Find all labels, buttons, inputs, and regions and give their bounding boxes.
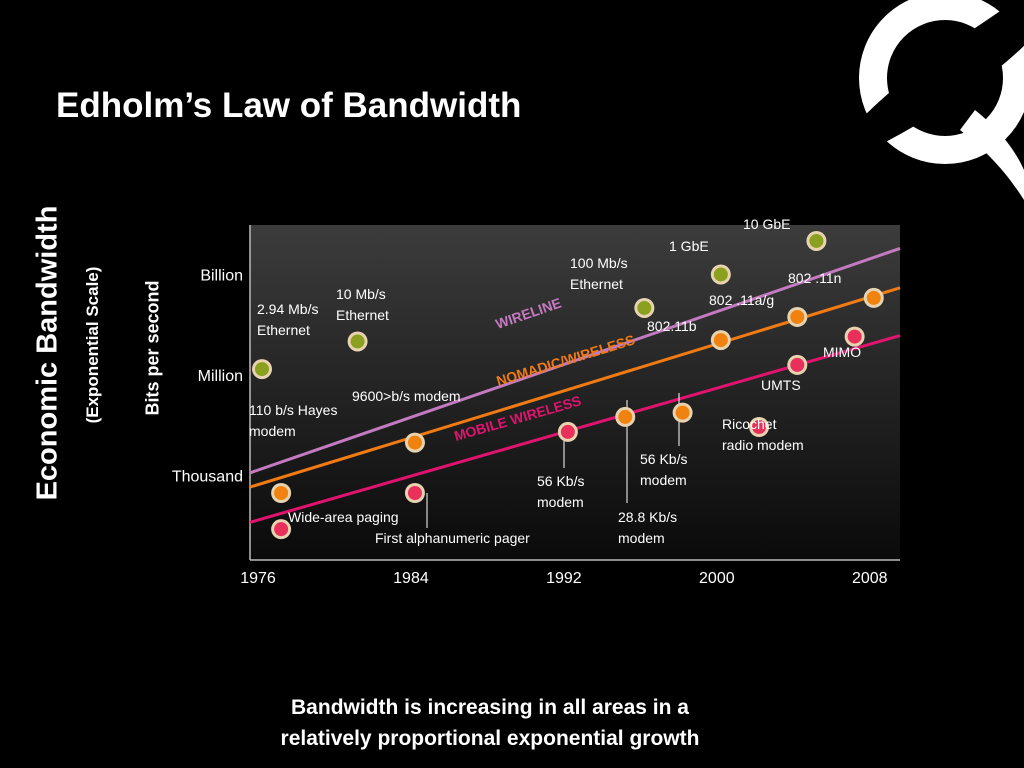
point-core — [274, 486, 289, 500]
annotation-label: Wide-area paging — [288, 509, 399, 525]
annotation-label: Ethernet — [336, 307, 389, 323]
annotation-label: modem — [249, 423, 296, 439]
point-core — [637, 300, 652, 315]
x-tick-label: 1976 — [240, 570, 276, 587]
data-point-mobile — [844, 326, 865, 347]
axis-ticks: 1976 1984 1992 2000 2008 Thousand Million Billi… — [172, 267, 888, 587]
annotation-label: 56 Kb/s — [640, 451, 687, 467]
data-point-mobile — [557, 421, 578, 442]
data-point-nomadic — [404, 432, 425, 453]
point-core — [790, 309, 805, 324]
annotation-label: modem — [640, 472, 687, 488]
point-annotations: 2.94 Mb/s Ethernet 10 Mb/s Ethernet 100 … — [249, 216, 861, 546]
plot-area — [250, 225, 900, 560]
x-tick-label: 2000 — [699, 570, 735, 587]
annotation-label: 802 .11n — [788, 270, 841, 286]
point-core — [752, 420, 767, 435]
annotation-label: modem — [537, 494, 584, 510]
point-core — [407, 486, 422, 500]
point-core — [618, 409, 633, 424]
point-core — [350, 334, 365, 349]
data-point-wireline — [347, 331, 368, 352]
x-tick-label: 1992 — [546, 570, 582, 587]
annotation-label: Ethernet — [257, 322, 310, 338]
point-core — [675, 405, 690, 420]
page-title: Edholm’s Law of Bandwidth — [56, 86, 522, 125]
annotation-label: radio modem — [722, 437, 804, 453]
point-core — [847, 329, 862, 344]
brand-logo-icon — [859, 0, 1024, 200]
annotation-label: 10 Mb/s — [336, 286, 386, 302]
logo-swoosh-gap — [860, 0, 1024, 150]
annotation-label: 28.8 Kb/s — [618, 509, 677, 525]
data-point-nomadic — [710, 330, 731, 351]
data-point-wireline — [252, 359, 272, 380]
point-core — [560, 424, 575, 439]
annotation-label: MIMO — [823, 344, 861, 360]
caption: Bandwidth is increasing in all areas in … — [200, 692, 780, 754]
y-tick-label: Thousand — [172, 468, 243, 485]
annotation-label: 100 Mb/s — [570, 255, 628, 271]
data-point-nomadic — [271, 483, 292, 503]
annotation-label: 110 b/s Hayes — [249, 402, 337, 418]
data-point-wireline — [806, 230, 827, 251]
data-point-mobile — [749, 417, 770, 438]
annotation-label: modem — [618, 530, 665, 546]
caption-line-2: relatively proportional exponential grow… — [280, 727, 700, 750]
data-point-nomadic — [787, 306, 808, 327]
y-tick-label: Billion — [200, 267, 243, 284]
data-points — [252, 230, 884, 540]
point-core — [255, 362, 269, 377]
annotation-label: 10 GbE — [743, 216, 790, 232]
y-tick-label: Million — [198, 368, 243, 385]
annotation-label: 9600>b/s modem — [352, 388, 461, 404]
x-tick-label: 2008 — [852, 570, 888, 587]
caption-line-1: Bandwidth is increasing in all areas in … — [291, 696, 689, 719]
data-point-nomadic — [615, 406, 636, 427]
data-point-nomadic — [863, 287, 884, 308]
data-point-mobile — [787, 354, 808, 375]
annotation-label: UMTS — [761, 377, 801, 393]
annotation-label: First alphanumeric pager — [375, 530, 530, 546]
annotation-label: 1 GbE — [669, 238, 709, 254]
data-point-mobile — [271, 519, 292, 540]
annotation-label: 2.94 Mb/s — [257, 301, 318, 317]
data-point-wireline — [710, 264, 731, 285]
annotation-label: 56 Kb/s — [537, 473, 584, 489]
annotation-label: Ethernet — [570, 276, 623, 292]
logo-tail — [960, 110, 1024, 200]
annotation-label: 802 .11a/g — [709, 292, 774, 308]
point-core — [866, 290, 881, 305]
trend-line-wireline — [249, 246, 901, 475]
point-core — [713, 267, 728, 282]
data-point-wireline — [634, 297, 655, 318]
point-core — [790, 357, 805, 372]
point-core — [274, 522, 289, 537]
point-core — [713, 333, 728, 348]
data-point-mobile — [404, 483, 425, 503]
x-tick-label: 1984 — [393, 570, 429, 587]
annotation-label: 802.11b — [647, 318, 697, 334]
point-core — [809, 233, 824, 248]
annotation-label: Ricochet — [722, 416, 777, 432]
point-core — [407, 435, 422, 450]
data-point-nomadic — [672, 402, 693, 423]
logo-ring — [859, 0, 1024, 164]
